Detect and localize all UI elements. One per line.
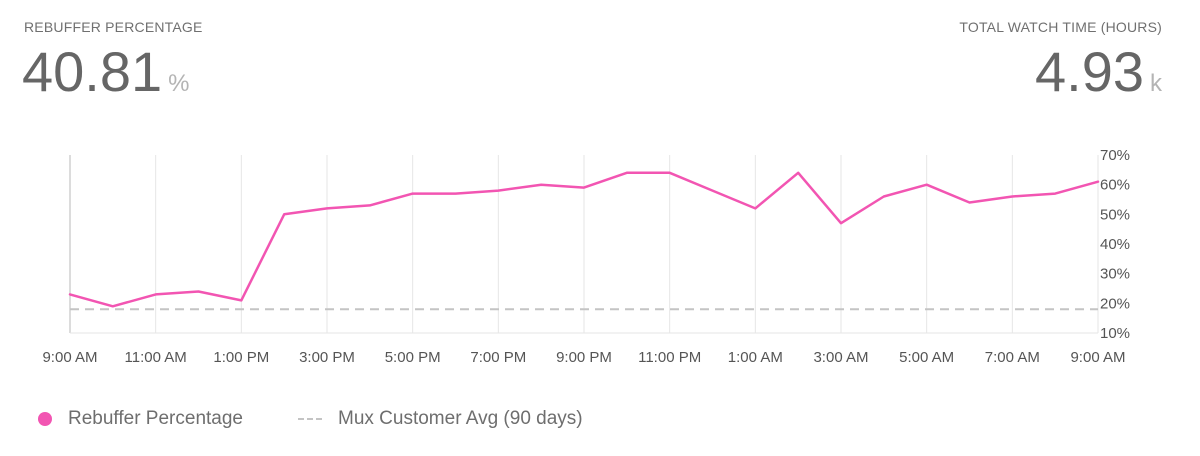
rebuffer-percentage-label: REBUFFER PERCENTAGE bbox=[24, 19, 203, 35]
legend-item-customer-avg[interactable]: Mux Customer Avg (90 days) bbox=[298, 408, 583, 430]
x-tick-label: 1:00 PM bbox=[213, 349, 269, 366]
x-tick-label: 9:00 PM bbox=[556, 349, 612, 366]
y-tick-label: 40% bbox=[1100, 236, 1130, 253]
total-watch-time-label: TOTAL WATCH TIME (HOURS) bbox=[959, 19, 1162, 35]
rebuffer-percentage-number: 40.81 bbox=[22, 40, 163, 103]
x-tick-label: 5:00 AM bbox=[899, 349, 954, 366]
x-tick-label: 3:00 AM bbox=[813, 349, 868, 366]
x-tick-label: 7:00 AM bbox=[985, 349, 1040, 366]
y-tick-label: 10% bbox=[1100, 325, 1130, 342]
x-tick-label: 11:00 PM bbox=[638, 349, 701, 366]
rebuffer-line-chart: 9:00 AM 11:00 AM 1:00 PM 3:00 PM 5:00 PM 7:00… bbox=[42, 147, 1130, 366]
rebuffer-series-line bbox=[68, 171, 1100, 308]
total-watch-time-value: 4.93 k bbox=[1035, 44, 1162, 100]
total-watch-time-unit: k bbox=[1150, 70, 1162, 97]
x-tick-label: 5:00 PM bbox=[385, 349, 441, 366]
x-tick-label: 9:00 AM bbox=[42, 349, 97, 366]
x-tick-label: 11:00 AM bbox=[125, 349, 187, 366]
legend-item-rebuffer[interactable]: Rebuffer Percentage bbox=[38, 408, 243, 430]
y-tick-label: 20% bbox=[1100, 295, 1130, 312]
x-tick-label: 7:00 PM bbox=[470, 349, 526, 366]
y-tick-label: 50% bbox=[1100, 206, 1130, 223]
x-tick-label: 3:00 PM bbox=[299, 349, 355, 366]
y-tick-label: 30% bbox=[1100, 266, 1130, 283]
legend-marker-rebuffer bbox=[38, 412, 52, 426]
legend-marker-customer-avg bbox=[298, 418, 322, 420]
y-tick-label: 60% bbox=[1100, 177, 1130, 194]
x-tick-label: 1:00 AM bbox=[728, 349, 783, 366]
legend-label-customer-avg: Mux Customer Avg (90 days) bbox=[338, 408, 583, 429]
legend-label-rebuffer: Rebuffer Percentage bbox=[68, 408, 243, 429]
x-tick-label: 9:00 AM bbox=[1070, 349, 1125, 366]
y-tick-label: 70% bbox=[1100, 147, 1130, 164]
rebuffer-percentage-unit: % bbox=[168, 70, 190, 97]
rebuffer-percentage-value: 40.81% bbox=[22, 44, 189, 100]
total-watch-time-number: 4.93 bbox=[1035, 40, 1144, 103]
